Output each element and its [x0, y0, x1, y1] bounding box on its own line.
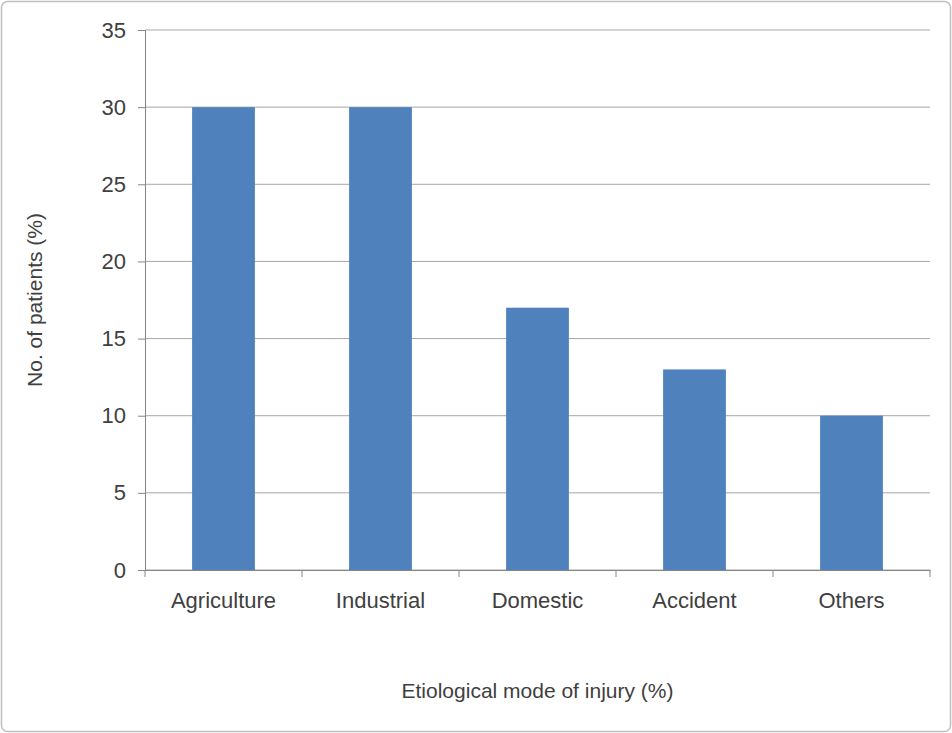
y-axis-line: [138, 31, 146, 571]
bar: [506, 308, 569, 570]
y-tick: 35: [102, 18, 145, 43]
category-separator: [459, 570, 460, 577]
x-tick-label: Others: [818, 588, 884, 613]
bars: [192, 107, 883, 570]
x-tick: Accident: [652, 570, 736, 613]
category-separator: [773, 570, 774, 577]
grid: [145, 30, 930, 570]
y-tick-mark: [138, 30, 145, 31]
category-separator: [302, 570, 303, 577]
y-tick-mark: [138, 107, 145, 108]
y-tick-mark: [138, 261, 145, 262]
y-tick-mark: [138, 416, 145, 417]
x-tick: Others: [818, 570, 884, 613]
y-tick-label: 0: [114, 558, 126, 583]
y-tick-mark: [138, 184, 145, 185]
x-axis-title: Etiological mode of injury (%): [402, 679, 674, 702]
y-tick-label: 35: [102, 18, 126, 43]
category-separator: [145, 570, 146, 577]
y-tick-label: 5: [114, 480, 126, 505]
frame: [2, 2, 951, 732]
y-tick: 25: [102, 172, 145, 197]
y-tick-mark: [138, 339, 145, 340]
y-tick-label: 25: [102, 172, 126, 197]
y-tick-mark: [138, 493, 145, 494]
y-tick: 0: [114, 558, 145, 583]
x-tick-label: Domestic: [492, 588, 584, 613]
y-tick: 30: [102, 95, 145, 120]
y-tick-mark: [138, 570, 145, 571]
y-tick-label: 20: [102, 249, 126, 274]
y-tick: 5: [114, 480, 145, 505]
x-tick-label: Industrial: [336, 588, 425, 613]
bar: [663, 369, 726, 570]
grid-line: [145, 30, 930, 31]
y-tick-label: 15: [102, 326, 126, 351]
category-separator: [616, 570, 617, 577]
y-tick-label: 30: [102, 95, 126, 120]
y-axis: 0 5 10 15 20 25 30 35: [102, 18, 146, 583]
x-axis-line: [146, 570, 931, 571]
y-tick: 20: [102, 249, 145, 274]
y-tick: 15: [102, 326, 145, 351]
bar: [820, 416, 883, 570]
y-tick-label: 10: [102, 403, 126, 428]
plot: 0 5 10 15 20 25 30 35 Agriculture Industrial Domes…: [102, 18, 931, 613]
grid-line: [145, 107, 930, 108]
y-axis-title: No. of patients (%): [23, 213, 46, 387]
category-separator: [930, 570, 931, 577]
x-tick: Domestic: [492, 570, 584, 613]
y-tick: 10: [102, 403, 145, 428]
x-tick: Agriculture: [171, 570, 276, 613]
bar: [349, 107, 412, 570]
grid-line: [145, 184, 930, 185]
x-axis: Agriculture Industrial Domestic Accident Oth…: [146, 570, 931, 613]
category-separators: [145, 570, 930, 577]
grid-line: [145, 261, 930, 262]
x-tick-label: Accident: [652, 588, 736, 613]
chart: 0 5 10 15 20 25 30 35 Agriculture Industrial Domes…: [0, 0, 952, 733]
x-tick-label: Agriculture: [171, 588, 276, 613]
x-tick: Industrial: [336, 570, 425, 613]
bar: [192, 107, 255, 570]
